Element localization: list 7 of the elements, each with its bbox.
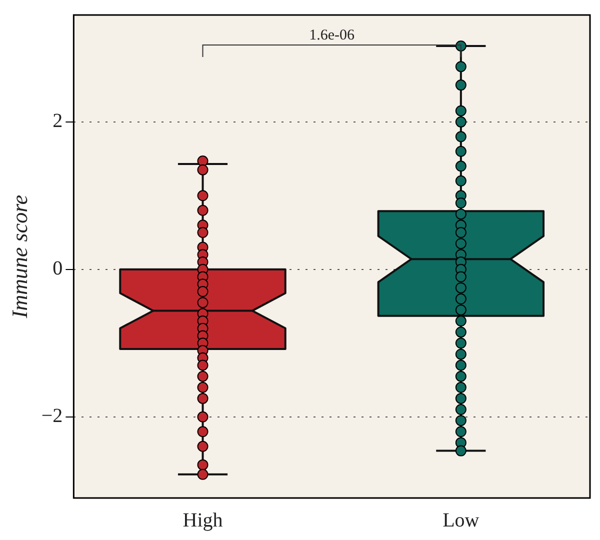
- x-tick-label: Low: [442, 509, 480, 532]
- x-tick-label: High: [182, 509, 223, 532]
- annotation: 1.6e-06: [309, 27, 356, 44]
- y-tick-label: −2: [41, 405, 63, 428]
- y-tick-label: 2: [52, 110, 63, 132]
- y-axis-title: Immune score: [6, 194, 32, 320]
- y-tick-label: 0: [52, 258, 63, 280]
